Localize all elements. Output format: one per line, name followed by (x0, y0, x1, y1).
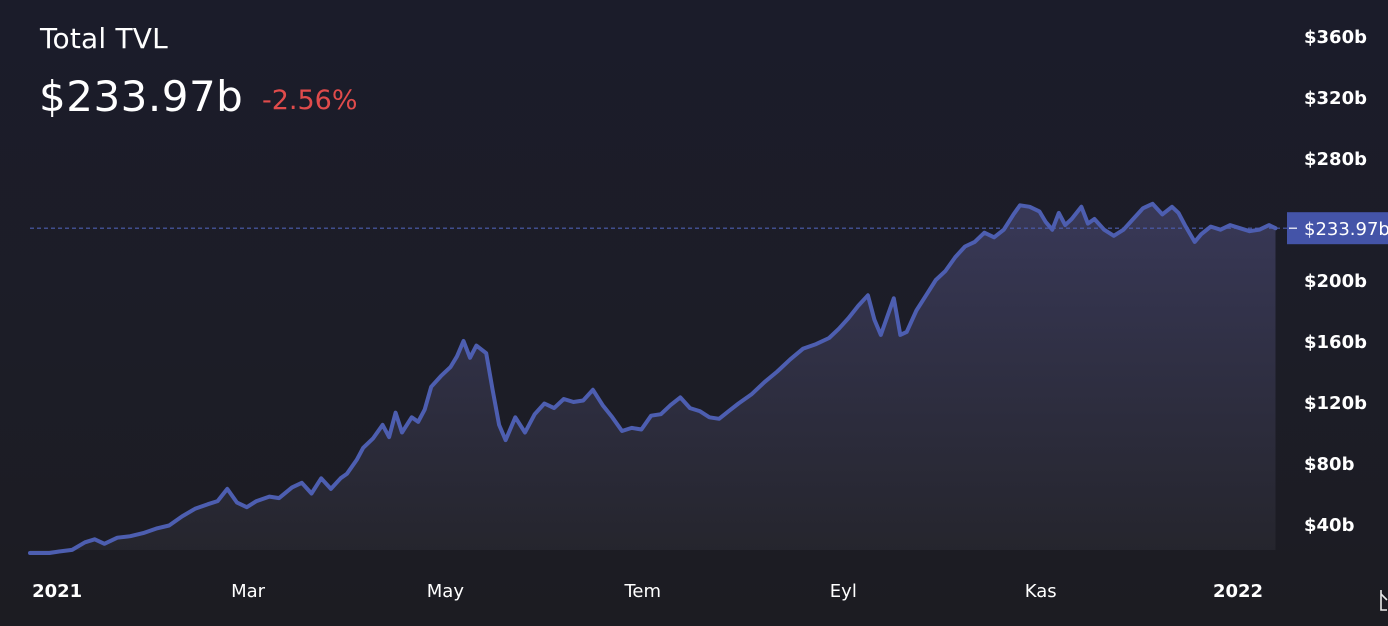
y-tick-label: $40b (1304, 515, 1355, 536)
y-tick-label: $120b (1304, 393, 1367, 414)
y-tick-label: $280b (1304, 149, 1367, 170)
y-tick-label: $160b (1304, 332, 1367, 353)
tvl-area (30, 203, 1276, 554)
x-tick-label: Mar (231, 581, 266, 602)
tvl-line (28, 201, 1278, 555)
x-tick-label: Eyl (830, 581, 857, 602)
x-tick-label: May (427, 581, 465, 602)
y-tick-label: $360b (1304, 27, 1367, 48)
last-value-label: $233.97b (1304, 219, 1388, 240)
x-tick-label: Tem (623, 581, 661, 602)
x-tick-label: 2022 (1213, 581, 1263, 602)
x-tick-label: 2021 (32, 581, 82, 602)
x-tick-label: Kas (1025, 581, 1057, 602)
y-tick-label: $320b (1304, 88, 1367, 109)
total-value: $233.97b (39, 72, 244, 121)
y-tick-label: $200b (1304, 271, 1367, 292)
resize-icon (1380, 590, 1388, 611)
last-value-badge (1287, 212, 1388, 245)
chart-title: Total TVL (40, 22, 168, 55)
percent-change: -2.56% (262, 85, 358, 116)
y-tick-label: $80b (1304, 454, 1355, 475)
